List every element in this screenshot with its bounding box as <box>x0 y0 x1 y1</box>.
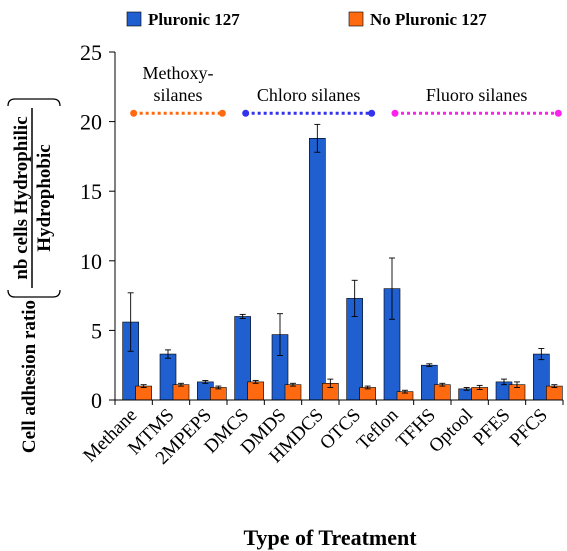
bar-no-pluronic <box>284 384 302 401</box>
y-tick-label: 0 <box>91 388 102 413</box>
annotations: Methoxy-silanes Chloro silanes Fluoro sila… <box>130 63 562 117</box>
y-axis-title: Cell adhesion ratio nb cells Hydrophilic… <box>7 98 61 453</box>
group-bracket-endpoint <box>554 109 562 117</box>
y-axis-bracket-right <box>7 98 61 107</box>
legend-label: No Pluronic 127 <box>370 10 487 29</box>
group-label: Fluoro silanes <box>426 85 528 105</box>
y-axis-title-prefix: Cell adhesion ratio <box>19 300 40 453</box>
group-label: Methoxy- <box>143 63 214 83</box>
legend-swatch <box>348 11 364 27</box>
bar-no-pluronic <box>210 387 227 401</box>
y-tick-label: 5 <box>91 318 102 343</box>
y-tick-label: 15 <box>80 179 102 204</box>
y-axis-title-numerator: nb cells Hydrophilic <box>11 116 32 279</box>
group-label: Chloro silanes <box>257 85 361 105</box>
bar-no-pluronic <box>135 385 152 401</box>
x-tick-label: Teflon <box>353 404 403 454</box>
group-bracket-endpoint <box>218 109 226 117</box>
bar-pluronic <box>309 138 326 401</box>
x-axis: MethaneMTMS2MPEPSDMCSDMDSHMDCSOTCSTeflon… <box>79 399 564 469</box>
bar-no-pluronic <box>434 384 451 401</box>
x-axis-title: Type of Treatment <box>243 525 417 550</box>
x-tick-label: Optool <box>425 405 477 457</box>
group-label: silanes <box>154 85 203 105</box>
x-tick-label: PFCS <box>506 405 552 451</box>
bar-no-pluronic <box>359 387 376 401</box>
y-axis: 0 5 10 15 20 25 <box>80 40 116 413</box>
group-bracket-endpoint <box>368 109 376 117</box>
bars <box>122 123 563 401</box>
group-bracket-endpoint <box>391 109 399 117</box>
y-tick-label: 25 <box>80 40 102 65</box>
x-tick-label: OTCS <box>316 405 365 454</box>
bar-no-pluronic <box>172 384 190 401</box>
group-bracket-endpoint <box>130 109 138 117</box>
y-tick-label: 10 <box>80 249 102 274</box>
y-axis-bracket-left <box>7 289 61 298</box>
y-axis-title-denominator: Hydrophobic <box>34 144 55 251</box>
legend-label: Pluronic 127 <box>148 10 240 29</box>
x-tick-label: PFES <box>469 405 514 450</box>
bar-no-pluronic <box>247 381 264 401</box>
y-tick-label: 20 <box>80 110 102 135</box>
legend: Pluronic 127 No Pluronic 127 <box>126 10 487 29</box>
legend-swatch <box>126 11 142 27</box>
group-bracket-endpoint <box>242 109 250 117</box>
bar-no-pluronic <box>546 385 563 401</box>
